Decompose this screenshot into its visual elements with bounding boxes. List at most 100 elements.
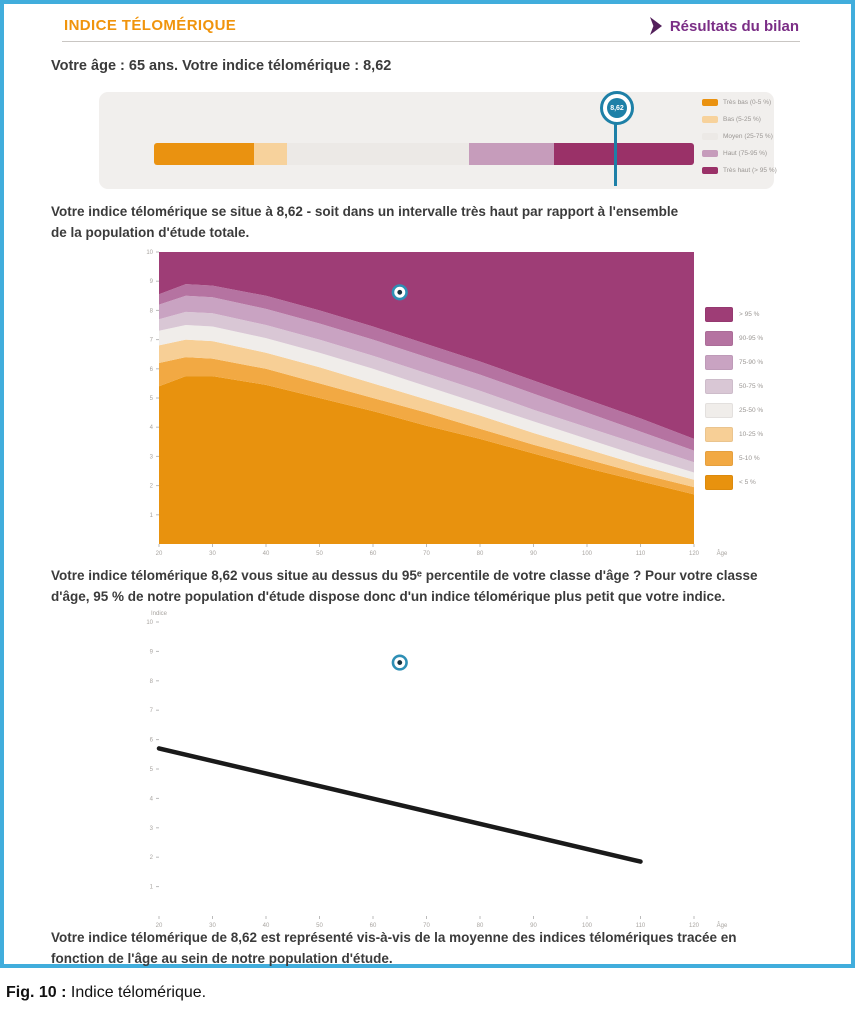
svg-text:20: 20 bbox=[156, 923, 163, 929]
legend-swatch bbox=[705, 331, 733, 346]
svg-text:40: 40 bbox=[263, 551, 270, 557]
paragraph-percentile: Votre indice télomérique 8,62 vous situe… bbox=[51, 566, 819, 608]
legend-label: > 95 % bbox=[739, 311, 760, 318]
legend-swatch bbox=[702, 116, 718, 123]
svg-text:120: 120 bbox=[689, 551, 700, 557]
area-legend-item: 10-25 % bbox=[705, 427, 763, 442]
area-chart-legend: > 95 % 90-95 % 75-90 % 50-75 % 25-50 % 10-25 … bbox=[705, 307, 763, 490]
svg-text:6: 6 bbox=[150, 738, 154, 744]
svg-text:6: 6 bbox=[150, 367, 154, 373]
svg-text:90: 90 bbox=[530, 923, 537, 929]
svg-text:8: 8 bbox=[150, 679, 154, 685]
figure-frame: INDICE TÉLOMÉRIQUE Résultats du bilan Vo… bbox=[0, 0, 855, 968]
paragraph-gauge: Votre indice télomérique se situe à 8,62… bbox=[51, 202, 819, 244]
legend-swatch bbox=[702, 167, 718, 174]
percentile-area-chart: 1 2 3 4 5 6 7 8 9 10 20 30 40 50 60 70 80 90 100 110 120 Âge bbox=[146, 250, 728, 557]
paragraph-line: fonction de l'âge au sein de notre popul… bbox=[51, 950, 393, 966]
gauge-legend: Très bas (0-5 %) Bas (5-25 %) Moyen (25-75… bbox=[702, 99, 777, 174]
legend-swatch bbox=[705, 403, 733, 418]
svg-text:10: 10 bbox=[146, 620, 153, 626]
y-axis-label: Indice bbox=[151, 611, 168, 617]
svg-text:110: 110 bbox=[636, 551, 646, 557]
gauge-legend-item: Très haut (> 95 %) bbox=[702, 167, 777, 174]
svg-text:80: 80 bbox=[477, 923, 484, 929]
svg-text:8: 8 bbox=[150, 308, 154, 314]
gauge-marker-value: 8,62 bbox=[607, 98, 627, 118]
svg-text:100: 100 bbox=[582, 551, 593, 557]
svg-text:3: 3 bbox=[150, 454, 154, 460]
legend-swatch bbox=[705, 451, 733, 466]
legend-label: Moyen (25-75 %) bbox=[723, 133, 773, 140]
percentile-band bbox=[159, 295, 694, 463]
mean-trend-line bbox=[156, 746, 643, 864]
legend-label: 75-90 % bbox=[739, 359, 764, 366]
gauge-legend-item: Bas (5-25 %) bbox=[702, 116, 777, 123]
svg-text:7: 7 bbox=[150, 338, 154, 344]
svg-text:70: 70 bbox=[423, 923, 430, 929]
figure-caption-label: Fig. 10 : bbox=[6, 984, 67, 1001]
paragraph-line: Votre indice télomérique de 8,62 est rep… bbox=[51, 930, 737, 945]
svg-text:2: 2 bbox=[150, 855, 154, 861]
svg-text:50: 50 bbox=[316, 923, 323, 929]
svg-text:120: 120 bbox=[689, 923, 700, 929]
svg-text:2: 2 bbox=[150, 484, 154, 490]
gauge-legend-item: Moyen (25-75 %) bbox=[702, 133, 777, 140]
svg-text:60: 60 bbox=[370, 551, 377, 557]
percentile-band bbox=[159, 339, 694, 488]
patient-summary: Votre âge : 65 ans. Votre indice télomér… bbox=[51, 58, 392, 74]
legend-label: Bas (5-25 %) bbox=[723, 116, 761, 123]
area-legend-item: 75-90 % bbox=[705, 355, 763, 370]
area-legend-item: 25-50 % bbox=[705, 403, 763, 418]
results-link-label: Résultats du bilan bbox=[669, 17, 799, 35]
gauge-panel bbox=[99, 92, 774, 189]
svg-text:90: 90 bbox=[530, 551, 537, 557]
results-link[interactable]: Résultats du bilan bbox=[649, 17, 799, 35]
svg-text:30: 30 bbox=[209, 923, 216, 929]
legend-label: 10-25 % bbox=[739, 431, 764, 438]
svg-text:5: 5 bbox=[150, 767, 154, 773]
gauge-segment bbox=[154, 143, 254, 165]
legend-swatch bbox=[702, 99, 718, 106]
legend-label: Haut (75-95 %) bbox=[723, 150, 768, 157]
legend-label: Très haut (> 95 %) bbox=[723, 167, 777, 174]
svg-text:60: 60 bbox=[370, 923, 377, 929]
gauge-segment bbox=[287, 143, 469, 165]
percentile-band bbox=[159, 357, 694, 495]
percentile-band bbox=[159, 252, 694, 439]
legend-swatch bbox=[702, 150, 718, 157]
gauge-segment bbox=[254, 143, 287, 165]
svg-text:10: 10 bbox=[146, 250, 153, 256]
gauge-bar bbox=[154, 143, 694, 165]
legend-label: 90-95 % bbox=[739, 335, 764, 342]
gauge-legend-item: Haut (75-95 %) bbox=[702, 150, 777, 157]
legend-swatch bbox=[705, 307, 733, 322]
paragraph-mean: Votre indice télomérique de 8,62 est rep… bbox=[51, 928, 819, 970]
gauge-segment bbox=[554, 143, 694, 165]
mean-line-chart: 1 2 3 4 5 6 7 8 9 10 20 30 40 50 60 70 80 90 100 110 120 Âge I… bbox=[146, 611, 728, 929]
svg-text:100: 100 bbox=[582, 923, 593, 929]
area-legend-item: < 5 % bbox=[705, 475, 763, 490]
percentile-band bbox=[159, 325, 694, 480]
paragraph-line: Votre indice télomérique se situe à 8,62… bbox=[51, 204, 679, 219]
svg-text:4: 4 bbox=[150, 425, 154, 431]
svg-text:40: 40 bbox=[263, 923, 270, 929]
svg-text:50: 50 bbox=[316, 551, 323, 557]
legend-swatch bbox=[702, 133, 718, 140]
area-legend-item: 90-95 % bbox=[705, 331, 763, 346]
svg-text:110: 110 bbox=[636, 923, 646, 929]
svg-text:30: 30 bbox=[209, 551, 216, 557]
svg-text:7: 7 bbox=[150, 708, 154, 714]
svg-text:1: 1 bbox=[150, 885, 154, 891]
legend-label: 5-10 % bbox=[739, 455, 760, 462]
svg-text:4: 4 bbox=[150, 796, 154, 802]
svg-text:1: 1 bbox=[150, 513, 154, 519]
header-divider bbox=[62, 41, 800, 42]
page-title: INDICE TÉLOMÉRIQUE bbox=[64, 17, 237, 34]
legend-swatch bbox=[705, 475, 733, 490]
legend-swatch bbox=[705, 379, 733, 394]
paragraph-line: d'âge, 95 % de notre population d'étude … bbox=[51, 588, 726, 604]
svg-text:80: 80 bbox=[477, 551, 484, 557]
legend-label: < 5 % bbox=[739, 479, 756, 486]
paragraph-line: Votre indice télomérique 8,62 vous situe… bbox=[51, 568, 758, 583]
legend-swatch bbox=[705, 427, 733, 442]
